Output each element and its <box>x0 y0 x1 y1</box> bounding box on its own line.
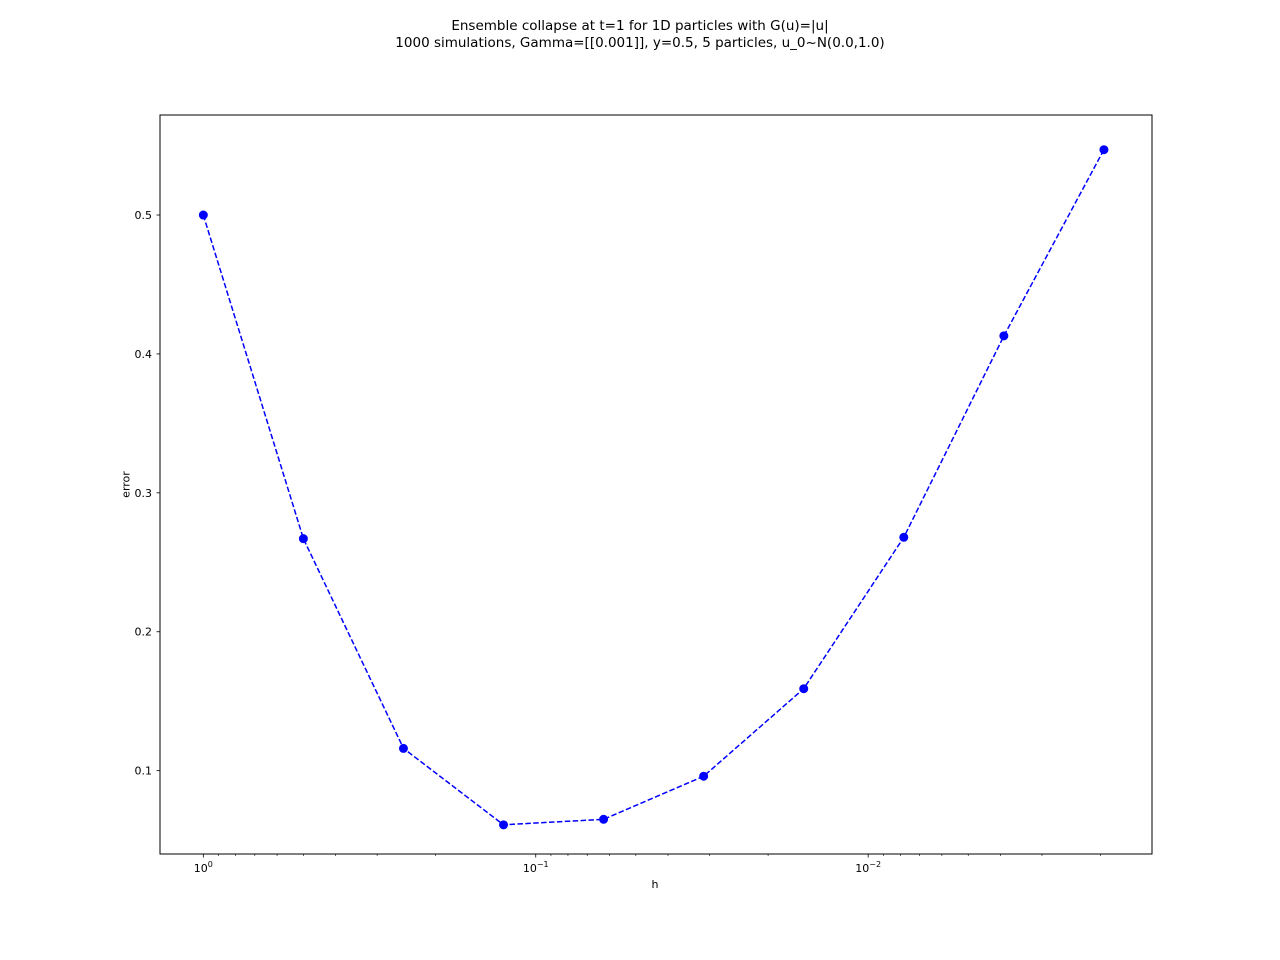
chart-subtitle: 1000 simulations, Gamma=[[0.001]], y=0.5… <box>395 35 885 51</box>
data-point <box>899 532 909 542</box>
y-tick-label: 0.1 <box>135 765 153 778</box>
y-tick-label: 0.2 <box>135 626 153 639</box>
data-point <box>398 743 408 753</box>
chart-title: Ensemble collapse at t=1 for 1D particle… <box>451 18 829 34</box>
series-line <box>202 149 1105 826</box>
y-tick-label: 0.3 <box>135 487 153 500</box>
data-point <box>198 210 208 220</box>
x-tick-label: 10−1 <box>523 860 549 875</box>
data-point <box>699 771 709 781</box>
x-axis-label: h <box>651 878 659 891</box>
y-tick-label: 0.4 <box>135 348 153 361</box>
data-point <box>999 331 1009 341</box>
x-tick-label: 10−2 <box>855 860 881 875</box>
data-point <box>499 820 509 830</box>
x-tick-label: 100 <box>194 860 213 875</box>
y-tick-label: 0.5 <box>135 209 153 222</box>
data-point <box>799 684 809 694</box>
data-point <box>1099 145 1109 155</box>
data-point <box>599 814 609 824</box>
data-point <box>298 534 308 544</box>
y-axis-label: error <box>119 471 133 498</box>
plot-frame <box>159 114 1153 855</box>
